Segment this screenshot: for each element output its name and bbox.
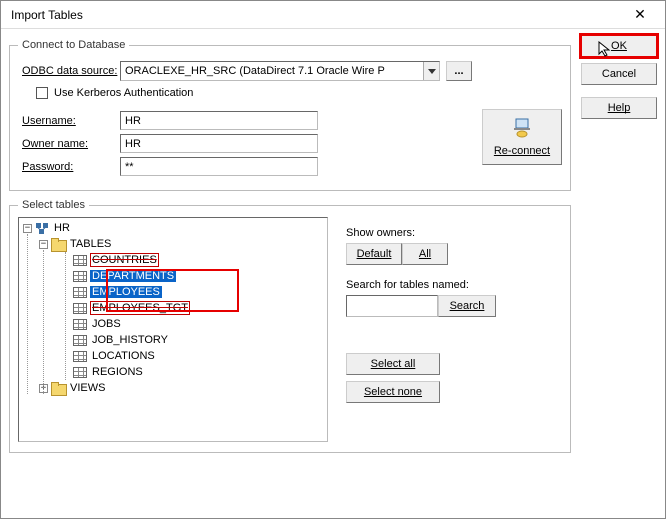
show-owners-label: Show owners: — [346, 227, 562, 239]
connect-legend: Connect to Database — [18, 39, 129, 51]
table-icon — [73, 351, 87, 362]
tree-item-locations[interactable]: LOCATIONS — [90, 350, 157, 362]
search-named-label: Search for tables named: — [346, 279, 562, 291]
reconnect-button[interactable]: Re-connect — [482, 109, 562, 165]
cancel-button[interactable]: Cancel — [581, 63, 657, 85]
table-icon — [73, 319, 87, 330]
select-none-button[interactable]: Select none — [346, 381, 440, 403]
owners-all-button[interactable]: All — [402, 243, 448, 265]
tree-item-departments[interactable]: DEPARTMENTS — [90, 270, 176, 282]
select-all-button[interactable]: Select all — [346, 353, 440, 375]
search-button[interactable]: Search — [438, 295, 496, 317]
table-icon — [73, 303, 87, 314]
tree-item-employees-tgt[interactable]: EMPLOYEES_TGT — [90, 301, 190, 315]
table-icon — [73, 335, 87, 346]
connect-fieldset: Connect to Database ODBC data source: OR… — [9, 39, 571, 191]
odbc-dropdown[interactable]: ORACLEXE_HR_SRC (DataDirect 7.1 Oracle W… — [120, 61, 440, 81]
window-title: Import Tables — [7, 8, 621, 22]
tables-tree[interactable]: − HR − TABLES COUNTRIES — [18, 217, 328, 442]
cursor-icon — [598, 41, 612, 57]
select-tables-legend: Select tables — [18, 199, 89, 211]
title-bar: Import Tables ✕ — [1, 1, 665, 29]
reconnect-label: Re-connect — [494, 145, 550, 157]
table-icon — [73, 287, 87, 298]
password-label: Password: — [18, 161, 120, 173]
username-input[interactable] — [120, 111, 318, 130]
expander-icon[interactable]: − — [39, 240, 48, 249]
table-icon — [73, 255, 87, 266]
tree-item-regions[interactable]: REGIONS — [90, 366, 145, 378]
chevron-down-icon — [428, 69, 436, 74]
help-button[interactable]: Help — [581, 97, 657, 119]
search-input[interactable] — [346, 295, 438, 317]
tree-item-job-history[interactable]: JOB_HISTORY — [90, 334, 170, 346]
odbc-browse-button[interactable]: ... — [446, 61, 472, 81]
tree-item-countries[interactable]: COUNTRIES — [90, 253, 159, 267]
ok-button[interactable]: OK — [581, 35, 657, 57]
close-button[interactable]: ✕ — [621, 4, 659, 26]
tree-item-employees[interactable]: EMPLOYEES — [90, 286, 162, 298]
odbc-value: ORACLEXE_HR_SRC (DataDirect 7.1 Oracle W… — [121, 65, 423, 77]
username-label: Username: — [18, 115, 120, 127]
folder-icon — [51, 382, 65, 394]
owner-name-input[interactable] — [120, 134, 318, 153]
select-tables-fieldset: Select tables − HR — [9, 199, 571, 453]
tree-item-jobs[interactable]: JOBS — [90, 318, 123, 330]
tree-root[interactable]: HR — [52, 222, 72, 234]
folder-tables[interactable]: TABLES — [68, 238, 113, 250]
expander-icon[interactable]: − — [23, 224, 32, 233]
odbc-dropdown-button[interactable] — [423, 62, 439, 80]
kerberos-label: Use Kerberos Authentication — [54, 87, 193, 99]
table-icon — [73, 367, 87, 378]
reconnect-icon — [511, 118, 533, 141]
password-input[interactable] — [120, 157, 318, 176]
database-icon — [35, 222, 49, 234]
folder-views[interactable]: VIEWS — [68, 382, 107, 394]
table-icon — [73, 271, 87, 282]
odbc-label: ODBC data source: — [18, 65, 120, 77]
folder-icon — [51, 238, 65, 250]
owner-name-label: Owner name: — [18, 138, 120, 150]
owners-default-button[interactable]: Default — [346, 243, 402, 265]
kerberos-checkbox[interactable] — [36, 87, 48, 99]
